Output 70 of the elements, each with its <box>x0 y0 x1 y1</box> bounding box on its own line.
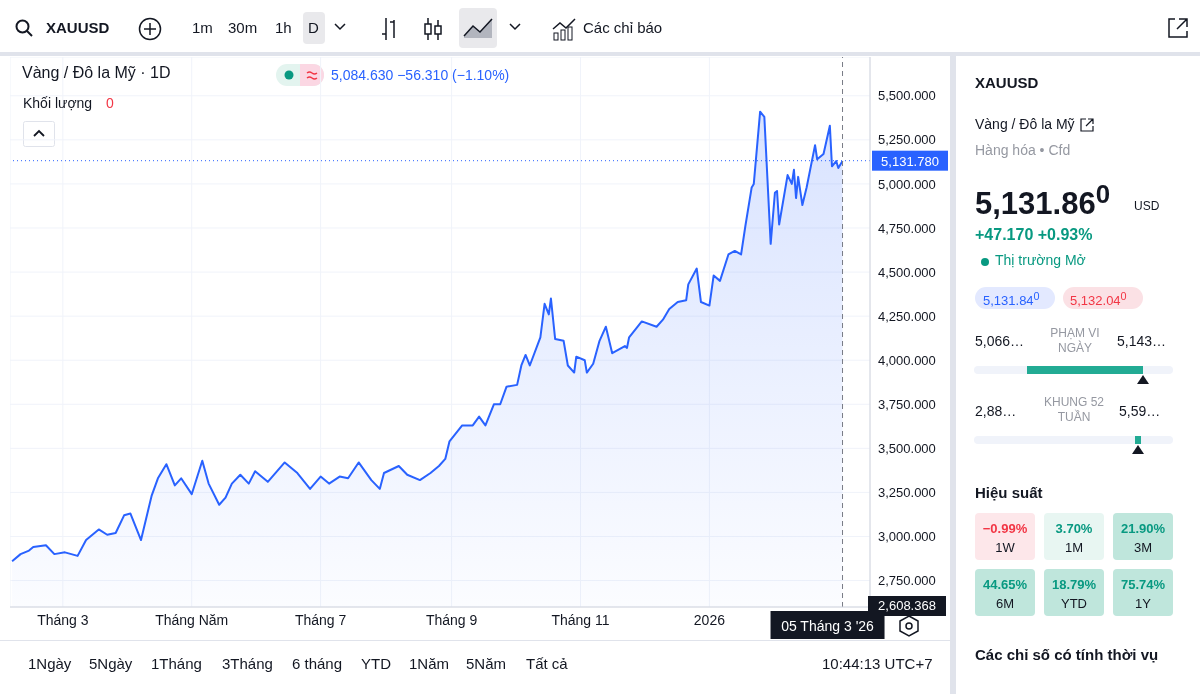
y-tick-label: 3,750.000 <box>878 396 936 412</box>
text: Hiệu suất <box>975 484 1043 503</box>
ref-line-label: 05 Tháng 3 '26 <box>781 618 875 634</box>
text: 21.90% <box>1119 521 1167 538</box>
text: Hàng hóa • Cfd <box>975 142 1071 160</box>
text: Vàng / Đô la Mỹ <box>975 116 1075 134</box>
annotation: 0 <box>106 95 114 113</box>
text: 1M <box>1063 540 1085 557</box>
y-tick-label: 5,000.000 <box>878 176 936 192</box>
text: 5Ngày <box>89 655 133 674</box>
y-tick-label: 4,250.000 <box>878 308 936 324</box>
x-tick-label: Tháng 11 <box>551 611 610 628</box>
text: Tất cả <box>526 655 568 674</box>
y-tick-label: 4,750.000 <box>878 220 936 236</box>
text: YTD <box>361 655 391 674</box>
text: 3M <box>1132 540 1154 557</box>
annotation: Khối lượng <box>23 95 93 113</box>
text: 5,066… <box>975 333 1025 351</box>
text: 3Tháng <box>222 655 273 674</box>
text: 2,88… <box>975 403 1017 421</box>
x-tick-label: Tháng Năm <box>155 611 229 628</box>
text: YTD <box>1060 596 1088 613</box>
text: Các chỉ số có tính thời vụ <box>975 646 1159 665</box>
y-tick-label: 4,500.000 <box>878 264 936 280</box>
text: 5,143… <box>1117 333 1167 351</box>
x-tick-label: Tháng 3 <box>37 611 89 628</box>
text: 30m <box>228 19 258 38</box>
text: +47.170 +0.93% <box>975 225 1093 245</box>
text: USD <box>1134 199 1160 214</box>
y-tick-label: 5,500.000 <box>878 88 936 104</box>
text: −0.99% <box>981 521 1029 538</box>
text: Các chỉ báo <box>583 19 663 38</box>
y-tick-label: 3,500.000 <box>878 440 936 456</box>
text: KHUNG 52 TUẦN <box>1043 395 1105 425</box>
text: 44.65% <box>981 577 1029 594</box>
text: PHẠM VI NGÀY <box>1049 326 1101 356</box>
y-tick-label: 5,250.000 <box>878 132 936 148</box>
y-tick-label: 2,750.000 <box>878 573 936 589</box>
text: 1Y <box>1134 596 1152 613</box>
text: 1h <box>275 19 292 38</box>
text: D <box>308 19 319 38</box>
text: 75.74% <box>1119 577 1167 594</box>
text: 1Tháng <box>151 655 202 674</box>
y-tick-label: 3,000.000 <box>878 529 936 545</box>
text: XAUUSD <box>46 19 110 38</box>
text: 1Năm <box>409 655 450 674</box>
text: 5,131.86$^{0}$ <box>975 179 1111 224</box>
text: 2,608.368 <box>868 596 946 616</box>
annotation: 5,084.630 −56.310 (−1.10%) <box>331 67 510 85</box>
y-tick-label: 3,250.000 <box>878 485 936 501</box>
text: 1W <box>994 540 1016 557</box>
text: 3.70% <box>1054 521 1094 538</box>
text: Thị trường Mở <box>995 252 1086 270</box>
x-tick-label: Tháng 9 <box>425 611 478 628</box>
text: 5,59… <box>1119 403 1161 421</box>
x-tick-label: Tháng 7 <box>294 611 347 628</box>
text: XAUUSD <box>975 74 1039 93</box>
text: 5,131.84$^{0}$ <box>983 290 1040 310</box>
text: 5,132.04$^{0}$ <box>1070 290 1127 310</box>
x-tick-label: 2026 <box>693 611 726 628</box>
text: 1Ngày <box>28 655 72 674</box>
y-tick-label: 4,000.000 <box>878 352 936 368</box>
text: 10:44:13 UTC+7 <box>822 655 933 674</box>
chart-title: Vàng / Đô la Mỹ · 1D <box>22 64 171 82</box>
ref-line-label: 5,131.780 <box>881 153 939 169</box>
text: 1m <box>192 19 213 38</box>
text: 5Năm <box>466 655 507 674</box>
text: 6M <box>994 596 1016 613</box>
text: 6 tháng <box>292 655 343 674</box>
text: 18.79% <box>1050 577 1098 594</box>
